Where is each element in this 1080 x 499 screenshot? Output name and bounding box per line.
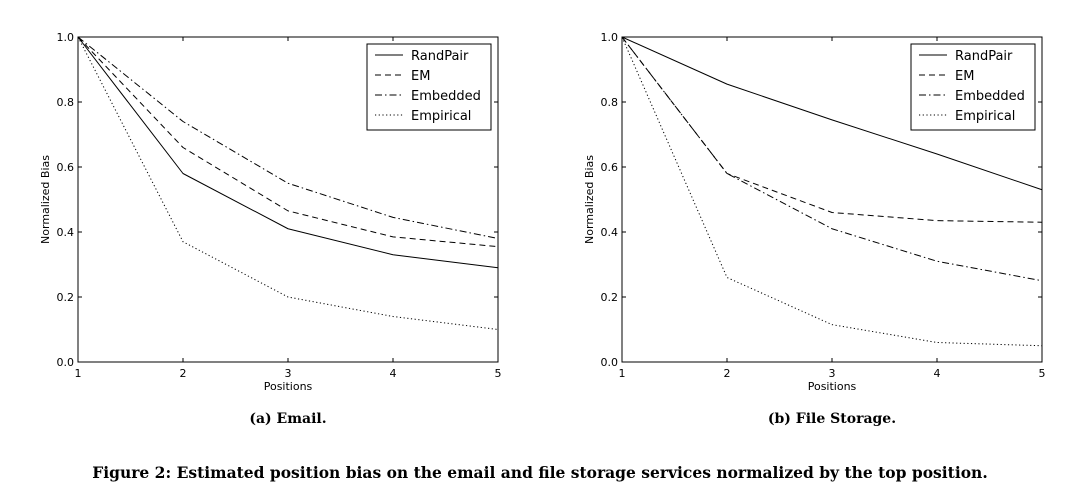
y-tick-label: 0.2 (601, 291, 619, 304)
x-tick-label: 5 (1039, 367, 1046, 380)
x-tick-label: 2 (180, 367, 187, 380)
legend-box (910, 43, 1036, 131)
x-tick-label: 5 (495, 367, 502, 380)
x-tick-label: 3 (285, 367, 292, 380)
legend: RandPair EM Embedded Empirical (366, 43, 492, 131)
x-tick-label: 4 (934, 367, 941, 380)
y-tick-label: 1.0 (57, 31, 75, 44)
legend: RandPair EM Embedded Empirical (910, 43, 1036, 131)
y-tick-label: 0.0 (601, 356, 619, 369)
subcaption: (b) File Storage. (768, 411, 896, 427)
y-tick-label: 0.2 (57, 291, 75, 304)
x-axis-label: Positions (808, 380, 857, 393)
legend-label-em: EM (411, 69, 430, 84)
subcaption: (a) Email. (249, 411, 326, 427)
y-tick-label: 0.4 (601, 226, 619, 239)
chart-email: 1 2 3 4 5 0.0 0.2 0.4 0.6 0.8 1.0 Positions Normaliz… (39, 31, 502, 427)
legend-label-empirical: Empirical (411, 109, 471, 124)
legend-label-empirical: Empirical (955, 109, 1015, 124)
chart-file-storage: 1 2 3 4 5 0.0 0.2 0.4 0.6 0.8 1.0 Positions Normaliz… (583, 31, 1046, 427)
series-line-randpair (77, 36, 499, 269)
series-line-em (621, 36, 1043, 223)
y-tick-label: 1.0 (601, 31, 619, 44)
y-tick-label: 0.8 (601, 96, 619, 109)
legend-label-em: EM (955, 69, 974, 84)
legend-label-embedded: Embedded (955, 89, 1025, 104)
y-axis-label: Normalized Bias (583, 155, 596, 244)
series-line-embedded (621, 36, 1043, 282)
series-line-embedded (77, 36, 499, 239)
legend-label-randpair: RandPair (411, 49, 469, 64)
y-tick-label: 0.6 (57, 161, 75, 174)
x-tick-label: 2 (724, 367, 731, 380)
series-line-empirical (77, 36, 499, 330)
series-line-em (77, 36, 499, 248)
y-tick-label: 0.6 (601, 161, 619, 174)
y-tick-label: 0.8 (57, 96, 75, 109)
legend-label-randpair: RandPair (955, 49, 1013, 64)
x-tick-label: 1 (619, 367, 626, 380)
legend-label-embedded: Embedded (411, 89, 481, 104)
legend-box (366, 43, 492, 131)
x-tick-label: 4 (390, 367, 397, 380)
figure-caption: Figure 2: Estimated position bias on the… (92, 463, 987, 482)
y-tick-label: 0.0 (57, 356, 75, 369)
x-tick-label: 1 (75, 367, 82, 380)
series-line-empirical (621, 36, 1043, 347)
x-tick-label: 3 (829, 367, 836, 380)
y-tick-label: 0.4 (57, 226, 75, 239)
x-axis-label: Positions (264, 380, 313, 393)
series-line-randpair (621, 36, 1043, 191)
y-axis-label: Normalized Bias (39, 155, 52, 244)
